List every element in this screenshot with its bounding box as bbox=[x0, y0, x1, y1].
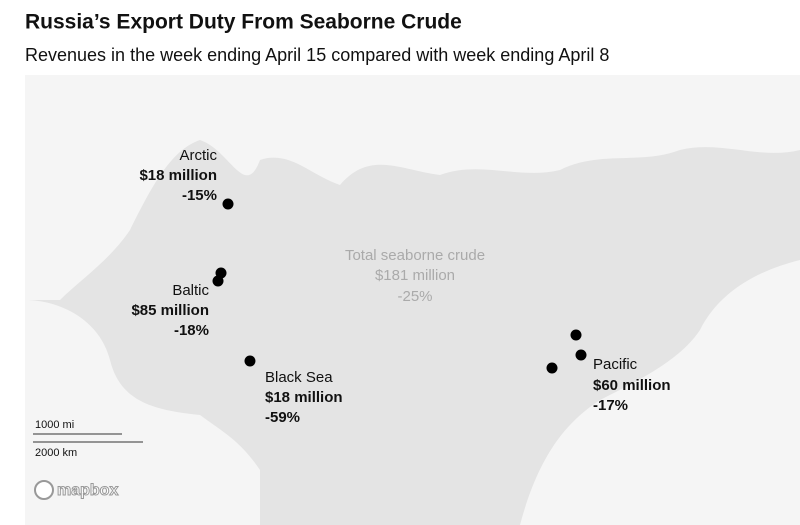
port-dot bbox=[575, 349, 587, 361]
region-change: -18% bbox=[174, 322, 209, 339]
region-name: Arctic bbox=[180, 147, 218, 164]
region-change: -59% bbox=[265, 409, 300, 426]
port-dot bbox=[222, 198, 234, 210]
port-dot bbox=[546, 362, 558, 374]
port-dot bbox=[570, 329, 582, 341]
region-revenue: $18 million bbox=[139, 167, 217, 184]
port-dot bbox=[212, 275, 224, 287]
scale-miles: 1000 mi bbox=[35, 419, 74, 431]
attribution: mapbox bbox=[34, 480, 119, 500]
region-name: Black Sea bbox=[265, 369, 333, 386]
title: Russia’s Export Duty From Seaborne Crude bbox=[25, 11, 462, 34]
map bbox=[25, 75, 800, 525]
total-revenue: $181 million bbox=[375, 267, 455, 284]
region-change: -17% bbox=[593, 397, 628, 414]
region-name: Pacific bbox=[593, 356, 638, 373]
logo-icon bbox=[34, 480, 54, 500]
markers bbox=[212, 198, 587, 374]
atlantic bbox=[25, 300, 260, 525]
pacific-ocean bbox=[520, 260, 800, 525]
region-name: Baltic bbox=[172, 282, 209, 299]
arctic-ocean bbox=[25, 75, 800, 300]
scale-km: 2000 km bbox=[35, 447, 77, 459]
total-name: Total seaborne crude bbox=[345, 247, 485, 264]
region-revenue: $85 million bbox=[131, 302, 209, 319]
region-change: -15% bbox=[182, 187, 217, 204]
region-revenue: $18 million bbox=[265, 389, 343, 406]
port-dot bbox=[244, 355, 256, 367]
scale-bar: 1000 mi 2000 km bbox=[33, 419, 143, 459]
subtitle: Revenues in the week ending April 15 com… bbox=[25, 45, 609, 65]
japan bbox=[543, 332, 586, 420]
region-revenue: $60 million bbox=[593, 377, 671, 394]
logo-text: mapbox bbox=[57, 482, 118, 499]
total-change: -25% bbox=[397, 288, 432, 305]
